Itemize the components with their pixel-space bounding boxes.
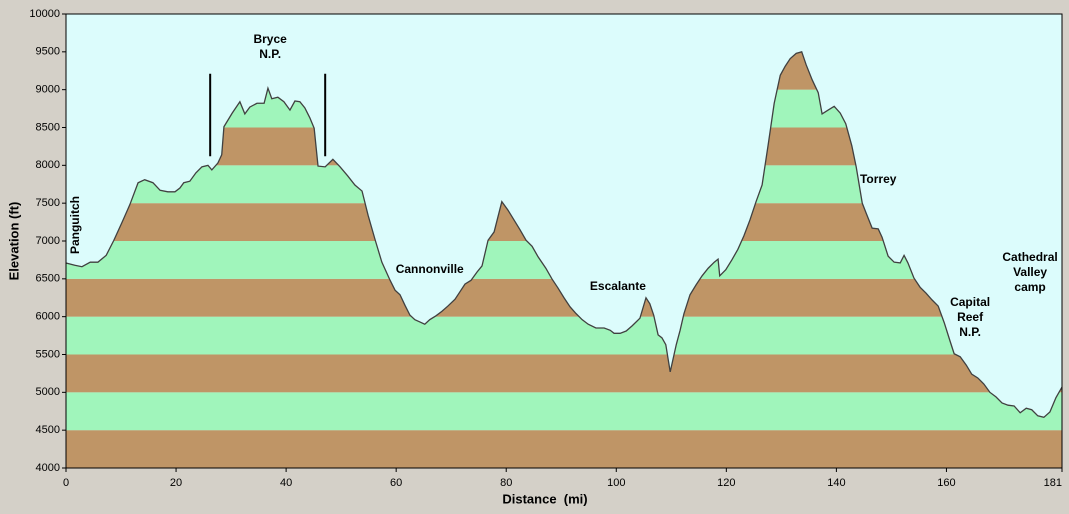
band: [66, 430, 1062, 468]
y-tick-label: 7000: [36, 235, 60, 247]
y-tick-label: 9000: [36, 84, 60, 96]
x-tick-label: 100: [607, 477, 625, 489]
y-tick-label: 5000: [36, 386, 60, 398]
place-label: Torrey: [860, 172, 897, 186]
place-label: Bryce: [253, 32, 287, 46]
band: [66, 392, 1062, 431]
place-label: Panguitch: [68, 196, 82, 254]
y-tick-label: 4000: [36, 462, 60, 474]
place-label: Cathedral: [1002, 250, 1057, 264]
x-axis-title: Distance (mi): [502, 491, 587, 506]
x-tick-label: 20: [170, 477, 182, 489]
place-label: camp: [1014, 280, 1045, 294]
y-tick-label: 8500: [36, 121, 60, 133]
y-tick-label: 10000: [29, 8, 60, 20]
y-axis-title: Elevation (ft): [6, 202, 21, 281]
x-tick-label: 0: [63, 477, 69, 489]
profile-line: [65, 51, 1063, 419]
place-label: Escalante: [590, 279, 646, 293]
place-label: Valley: [1013, 265, 1047, 279]
x-tick-label: 120: [717, 477, 735, 489]
y-tick-label: 6000: [36, 311, 60, 323]
y-tick-label: 5500: [36, 348, 60, 360]
x-tick-label: 60: [390, 477, 402, 489]
band: [66, 316, 1062, 355]
y-tick-label: 9500: [36, 46, 60, 58]
x-tick-label: 160: [937, 477, 955, 489]
y-tick-label: 6500: [36, 273, 60, 285]
place-label: Reef: [957, 310, 984, 324]
band: [66, 354, 1062, 393]
place-label: N.P.: [959, 325, 981, 339]
place-label: N.P.: [259, 47, 281, 61]
place-label: Capital: [950, 295, 990, 309]
y-tick-label: 4500: [36, 424, 60, 436]
x-tick-label: 181: [1044, 477, 1062, 489]
x-tick-label: 80: [500, 477, 512, 489]
x-tick-label: 40: [280, 477, 292, 489]
y-tick-label: 8000: [36, 159, 60, 171]
x-tick-label: 140: [827, 477, 845, 489]
y-tick-label: 7500: [36, 197, 60, 209]
place-label: Cannonville: [396, 262, 464, 276]
